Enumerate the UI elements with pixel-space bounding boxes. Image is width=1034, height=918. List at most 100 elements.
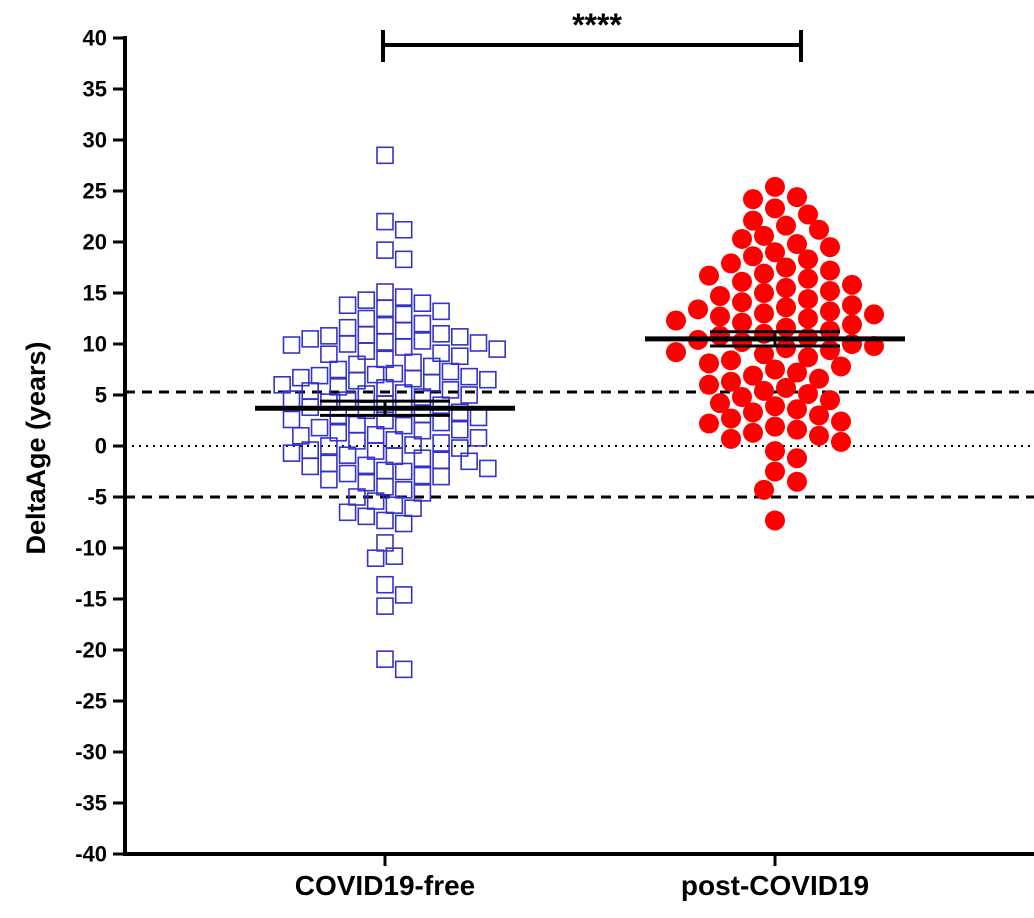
covid19-free-point <box>376 241 394 259</box>
covid19-free-point <box>404 499 422 518</box>
covid19-free-point <box>385 496 404 514</box>
post-covid19-point <box>776 257 796 278</box>
post-covid19-point <box>842 295 862 316</box>
covid19-free-point <box>432 451 450 470</box>
post-covid19-point <box>721 350 741 371</box>
covid19-free-point <box>320 345 338 364</box>
covid19-free-point <box>394 321 413 340</box>
post-covid19-point <box>666 310 686 331</box>
post-covid19-point <box>787 419 807 440</box>
post-covid19-point <box>820 260 840 281</box>
covid19-free-point <box>460 386 478 404</box>
covid19-free-point <box>282 410 301 429</box>
covid19-free-point <box>460 367 478 386</box>
post-covid19-point <box>765 510 785 531</box>
covid19-free-point <box>338 318 357 337</box>
post-covid19-point <box>754 380 774 401</box>
covid19-free-point <box>366 442 385 460</box>
covid19-free-point <box>404 436 422 454</box>
post-covid19-point <box>809 405 829 426</box>
post-covid19-point <box>787 187 807 208</box>
covid19-free-point <box>338 446 357 464</box>
covid19-free-point <box>357 456 376 475</box>
post-covid19-point <box>864 304 884 325</box>
post-covid19-point <box>820 390 840 411</box>
y-tick-label: -25 <box>75 689 107 714</box>
y-tick-label: 40 <box>83 26 107 51</box>
covid19-free-point <box>441 381 460 399</box>
post-covid19-point <box>754 479 774 500</box>
post-covid19-point <box>743 189 763 210</box>
covid19-free-point <box>404 369 422 388</box>
post-covid19-point <box>699 353 719 374</box>
x-category-label: COVID19-free <box>295 870 476 901</box>
covid19-free-point <box>301 457 320 476</box>
post-covid19-point <box>754 283 774 303</box>
post-covid19-point <box>710 325 730 346</box>
post-covid19-point <box>743 365 763 386</box>
covid19-free-point <box>357 342 376 360</box>
post-covid19-point <box>831 431 851 452</box>
covid19-free-point <box>329 360 348 379</box>
post-covid19-point <box>787 362 807 383</box>
post-covid19-point <box>776 297 796 318</box>
y-tick-label: -5 <box>87 485 107 510</box>
post-covid19-point <box>776 338 796 359</box>
post-covid19-point <box>765 359 785 380</box>
post-covid19-point <box>732 331 752 352</box>
data-points <box>273 146 884 679</box>
covid19-free-point <box>282 336 301 354</box>
post-covid19-point <box>732 387 752 408</box>
post-covid19-point <box>776 277 796 298</box>
y-tick-label: 10 <box>83 332 107 357</box>
covid19-free-point <box>376 350 394 369</box>
covid19-free-point <box>366 365 385 384</box>
covid19-free-point <box>366 549 385 568</box>
significance-label: **** <box>572 7 622 43</box>
post-covid19-point <box>710 393 730 414</box>
covid19-free-point <box>385 364 404 383</box>
post-covid19-point <box>732 228 752 249</box>
post-covid19-point <box>809 219 829 240</box>
post-covid19-point <box>743 422 763 443</box>
covid19-free-point <box>394 250 413 269</box>
post-covid19-point <box>809 425 829 446</box>
covid19-free-point <box>320 437 338 455</box>
y-tick-label: -30 <box>75 740 107 765</box>
x-category-label: post-COVID19 <box>681 870 869 901</box>
covid19-free-point <box>394 462 413 481</box>
covid19-free-point <box>422 373 441 392</box>
post-covid19-point <box>721 371 741 392</box>
covid19-free-point <box>273 375 291 394</box>
post-covid19-point <box>820 301 840 322</box>
covid19-free-point <box>376 333 394 351</box>
covid19-free-point <box>450 420 469 439</box>
covid19-free-point <box>292 426 310 445</box>
covid19-free-point <box>432 302 450 321</box>
covid19-free-point <box>376 534 394 552</box>
covid19-free-point <box>450 439 469 457</box>
covid19-free-point <box>432 324 450 343</box>
reference-lines <box>125 390 1034 499</box>
post-covid19-point <box>798 249 818 270</box>
y-tick-label: 5 <box>95 383 107 408</box>
y-tick-label: -15 <box>75 587 107 612</box>
post-covid19-point <box>765 242 785 263</box>
post-covid19-point <box>798 289 818 310</box>
covid19-free-point <box>394 514 413 533</box>
covid19-free-point <box>357 473 376 492</box>
covid19-free-point <box>376 299 394 318</box>
covid19-free-point <box>394 288 413 306</box>
covid19-free-point <box>441 362 460 381</box>
covid19-free-point <box>450 328 469 346</box>
post-covid19-point <box>820 237 840 258</box>
post-covid19-point <box>787 448 807 469</box>
post-covid19-point <box>798 308 818 329</box>
covid19-free-point <box>460 452 478 471</box>
covid19-free-point <box>320 454 338 473</box>
covid19-free-point <box>450 347 469 366</box>
covid19-free-point <box>413 421 432 440</box>
covid19-free-point <box>394 481 413 499</box>
y-tick-label: -20 <box>75 638 107 663</box>
post-covid19-point <box>765 176 785 197</box>
